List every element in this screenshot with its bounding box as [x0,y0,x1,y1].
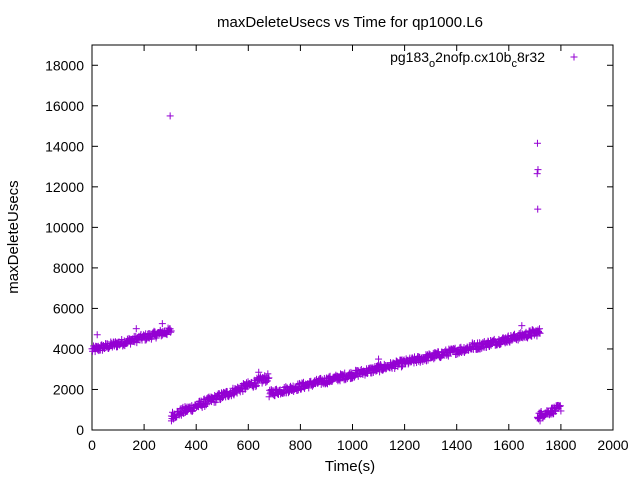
data-point [534,205,542,213]
data-point [556,402,564,410]
y-tick-label: 18000 [45,57,84,73]
data-point [326,372,334,380]
x-tick-label: 1600 [493,437,524,453]
x-tick-label: 1800 [545,437,576,453]
data-point [252,383,260,391]
y-tick-label: 16000 [45,98,84,114]
data-point [557,407,565,415]
x-axis: 0 200 400 600 800 1000 1200 1400 1600 1800 2000 [88,45,629,453]
x-tick-label: 400 [185,437,209,453]
y-tick-label: 10000 [45,219,84,235]
data-point [166,112,174,120]
data-point [298,379,306,387]
data-point [293,386,301,394]
data-point [397,363,405,371]
data-point [468,339,476,347]
data-point [430,355,438,363]
data-point [265,393,273,401]
y-tick-label: 8000 [53,260,84,276]
data-point [496,340,504,348]
y-tick-label: 14000 [45,138,84,154]
x-axis-title: Time(s) [325,458,375,475]
data-point [198,402,206,410]
data-point [534,166,542,174]
data-point [219,394,227,402]
legend-label: pg183o2nofp.cx10bc8r32 [390,49,545,70]
y-axis: 0 2000 4000 6000 8000 10000 12000 14000 16000 180… [45,57,613,438]
data-point [518,322,526,330]
data-point [536,329,544,337]
data-point [188,407,196,415]
data-point [264,374,272,382]
data-point [202,401,210,409]
x-tick-label: 600 [237,437,261,453]
data-point [167,417,175,425]
legend: pg183o2nofp.cx10bc8r32 [390,49,578,70]
data-point [167,327,175,335]
data-point [265,374,273,382]
y-axis-title: maxDeleteUsecs [5,180,22,293]
data-point [536,417,544,425]
data-point [158,320,166,328]
y-tick-label: 6000 [53,300,84,316]
data-point [528,326,536,334]
x-tick-label: 2000 [597,437,628,453]
data-points [88,112,565,425]
data-point [533,170,541,178]
data-point [422,357,430,365]
data-point [570,53,578,61]
y-tick-label: 4000 [53,341,84,357]
data-point [93,331,101,339]
y-tick-label: 0 [76,422,84,438]
x-tick-label: 1400 [441,437,472,453]
data-point [336,377,344,385]
x-tick-label: 1200 [389,437,420,453]
x-tick-label: 0 [88,437,96,453]
x-tick-label: 800 [289,437,313,453]
data-point [167,328,175,336]
y-tick-label: 12000 [45,179,84,195]
y-tick-label: 2000 [53,381,84,397]
data-point [536,325,544,333]
data-point [414,352,422,360]
legend-marker [570,53,578,61]
data-point [375,355,383,363]
data-point [535,329,543,337]
x-tick-label: 200 [132,437,156,453]
data-point [478,344,486,352]
data-point [252,382,260,390]
data-point [533,139,541,147]
data-point [132,325,140,333]
chart-title: maxDeleteUsecs vs Time for qp1000.L6 [217,14,483,31]
data-point [262,378,270,386]
data-point [255,368,263,376]
data-point [264,370,272,378]
data-point [372,367,380,375]
x-tick-label: 1000 [337,437,368,453]
